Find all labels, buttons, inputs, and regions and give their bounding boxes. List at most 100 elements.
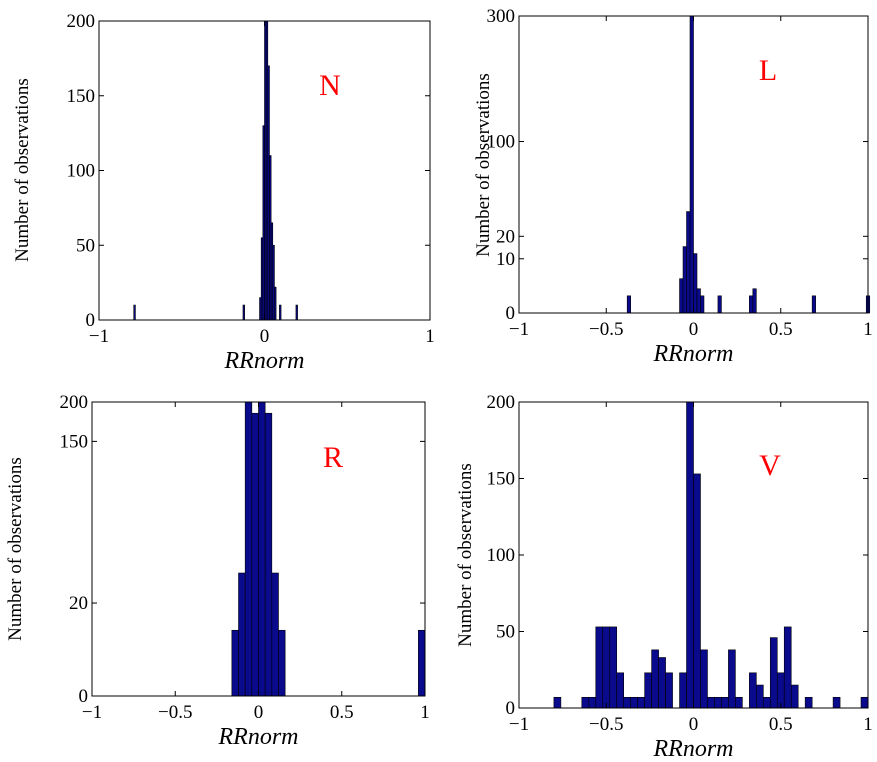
histogram-bar [595, 626, 604, 709]
x-tick-label: 0.5 [769, 319, 793, 340]
histogram-bar [274, 286, 277, 321]
histogram-bar [665, 672, 673, 709]
histogram-bar [630, 696, 638, 709]
histogram-bar [714, 696, 722, 709]
histogram-bar [811, 295, 816, 314]
histogram-bar [278, 629, 286, 697]
histogram-bar [686, 401, 694, 709]
x-tick-label: −1 [82, 702, 102, 723]
x-tick-label: −0.5 [589, 319, 623, 340]
panel-label: L [759, 54, 777, 87]
x-tick-label: 0 [689, 714, 699, 735]
y-axis-label: Number of observations [473, 73, 494, 257]
histogram-bar [776, 672, 785, 709]
x-tick-label: 1 [863, 319, 873, 340]
histogram-bar [752, 288, 757, 314]
histogram-bar [679, 278, 684, 314]
y-tick-label: 0 [86, 310, 96, 331]
x-tick-label: −1 [89, 326, 109, 347]
x-tick-label: −0.5 [158, 702, 192, 723]
y-tick-label: 300 [487, 6, 516, 27]
histogram-bar [804, 696, 813, 709]
histogram-bar [762, 696, 771, 709]
histogram-bar [686, 211, 691, 314]
histogram-bar [860, 696, 869, 709]
y-tick-label: 0 [79, 686, 89, 707]
x-tick-label: −1 [509, 319, 529, 340]
histogram-bar [721, 696, 729, 709]
x-tick-label: 1 [420, 702, 430, 723]
y-tick-label: 150 [487, 469, 516, 490]
histogram-bar [756, 684, 764, 709]
histogram-bar [707, 696, 715, 709]
x-tick-label: 0 [254, 702, 264, 723]
histogram-bar [258, 401, 266, 697]
histogram-bar [644, 672, 652, 709]
histogram-bar [637, 696, 645, 709]
panel-label: N [319, 69, 341, 102]
histogram-bar [418, 629, 426, 697]
x-tick-label: 1 [425, 326, 435, 347]
histogram-bar [658, 657, 666, 709]
histogram-bar [609, 626, 618, 709]
histogram-bar [133, 304, 136, 321]
histogram-bar [251, 412, 259, 697]
histogram-bar [242, 304, 245, 321]
histogram-bar [783, 626, 792, 709]
y-tick-label: 50 [496, 622, 515, 643]
histogram-bar [581, 696, 590, 709]
histogram-bar [623, 696, 631, 709]
y-tick-label: 100 [67, 161, 96, 182]
histogram-bar [231, 629, 239, 697]
histogram-bar [238, 572, 246, 697]
histogram-bar [832, 696, 841, 709]
x-tick-label: 0.5 [330, 702, 354, 723]
histogram-bar [749, 295, 754, 314]
histogram-bar [264, 412, 273, 697]
histogram-bar [295, 304, 298, 321]
y-tick-label: 20 [496, 226, 515, 247]
histogram-bar [790, 684, 799, 709]
x-tick-label: −0.5 [589, 714, 623, 735]
x-tick-label: 0 [260, 326, 270, 347]
histogram-bar [728, 649, 736, 709]
y-axis-label: Number of observations [455, 463, 476, 647]
histogram-bar [679, 672, 687, 709]
y-tick-label: 20 [69, 593, 88, 614]
histogram-bar [271, 572, 279, 697]
histogram-bar [616, 672, 624, 709]
histogram-bar [693, 473, 701, 709]
panel-label: R [323, 441, 343, 474]
y-tick-label: 10 [496, 249, 515, 270]
histogram-bar [602, 626, 611, 709]
histogram-bar [588, 696, 597, 709]
histogram-bar [279, 304, 282, 321]
x-tick-label: 0 [689, 319, 699, 340]
y-tick-label: 0 [506, 698, 516, 719]
histogram-bar [769, 637, 778, 709]
x-axis-label: RRnorm [653, 736, 734, 762]
histogram-bar [700, 649, 708, 709]
x-axis-label: RRnorm [224, 348, 305, 374]
y-tick-label: 50 [76, 235, 95, 256]
histogram-bar [626, 295, 631, 314]
histogram-bar [244, 401, 253, 697]
y-tick-label: 100 [487, 545, 516, 566]
histogram-bar [651, 649, 659, 709]
y-tick-label: 100 [487, 132, 516, 153]
y-tick-label: 200 [60, 392, 89, 413]
y-tick-label: 200 [487, 392, 516, 413]
histogram-bar [735, 696, 743, 709]
histogram-bar [553, 696, 562, 709]
x-axis-label: RRnorm [653, 341, 734, 367]
histogram-bar [717, 295, 722, 314]
histogram-bar [693, 253, 698, 314]
histogram-bar [696, 288, 701, 314]
y-tick-label: 200 [67, 11, 96, 32]
y-axis-label: Number of observations [12, 78, 33, 262]
histogram-bar [682, 246, 687, 314]
histogram-bar [749, 672, 757, 709]
y-tick-label: 0 [506, 303, 516, 324]
x-tick-label: 0.5 [769, 714, 793, 735]
